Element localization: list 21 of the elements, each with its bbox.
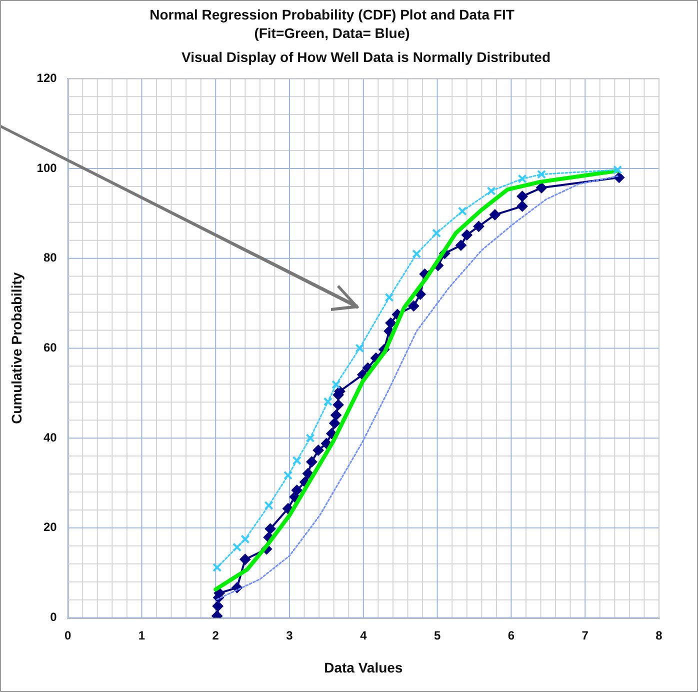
y-axis-title: Cumulative Probability	[8, 272, 24, 424]
y-tick-label: 80	[43, 250, 58, 265]
y-tick-label: 100	[36, 160, 58, 175]
x-tick-label: 5	[434, 628, 441, 642]
y-tick-label: 120	[36, 70, 58, 85]
x-tick-label: 2	[212, 628, 220, 642]
y-tick-label: 60	[43, 340, 58, 355]
chart-subtitle: (Fit=Green, Data= Blue)	[254, 25, 410, 42]
x-tick-label: 6	[508, 628, 515, 642]
x-axis-title: Data Values	[324, 659, 403, 676]
chart-title: Normal Regression Probability (CDF) Plot and Data FIT	[150, 6, 515, 22]
x-tick-label: 4	[360, 628, 368, 642]
y-tick-label: 0	[50, 610, 58, 624]
x-tick-label: 1	[138, 628, 146, 642]
y-tick-label: 20	[43, 520, 58, 534]
x-tick-label: 0	[64, 628, 72, 642]
x-tick-label: 7	[582, 628, 589, 642]
text: Visual Display of How Well Data is Normally Distributed	[181, 48, 551, 65]
x-tick-label: 3	[286, 628, 294, 642]
y-tick-label: 40	[43, 430, 58, 444]
x-tick-label: 8	[656, 628, 663, 642]
